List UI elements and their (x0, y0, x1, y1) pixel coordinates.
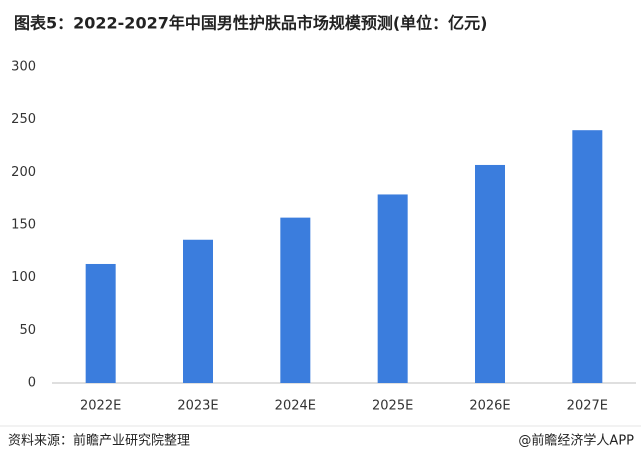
y-tick-label: 150 (11, 218, 36, 233)
y-tick-label: 200 (11, 165, 36, 180)
x-tick-label: 2024E (275, 399, 316, 414)
x-tick-label: 2025E (372, 399, 413, 414)
bar (377, 194, 408, 383)
source-note: 资料来源：前瞻产业研究院整理 (8, 433, 190, 449)
x-tick-label: 2026E (469, 399, 510, 414)
bar (475, 164, 505, 383)
x-tick-label: 2022E (80, 399, 121, 414)
y-tick-label: 50 (19, 323, 36, 338)
credit: @前瞻经济学人APP (518, 433, 634, 449)
bar (280, 217, 311, 383)
y-tick-label: 0 (28, 376, 36, 391)
chart-title: 图表5：2022-2027年中国男性护肤品市场规模预测(单位：亿元) (14, 14, 487, 33)
x-tick-label: 2027E (567, 399, 608, 414)
y-tick-label: 100 (11, 270, 36, 285)
bar (85, 263, 116, 383)
y-tick-label: 300 (11, 60, 36, 75)
bar (183, 239, 213, 383)
bar (572, 130, 603, 383)
y-tick-label: 250 (11, 112, 36, 127)
x-tick-label: 2023E (177, 399, 218, 414)
